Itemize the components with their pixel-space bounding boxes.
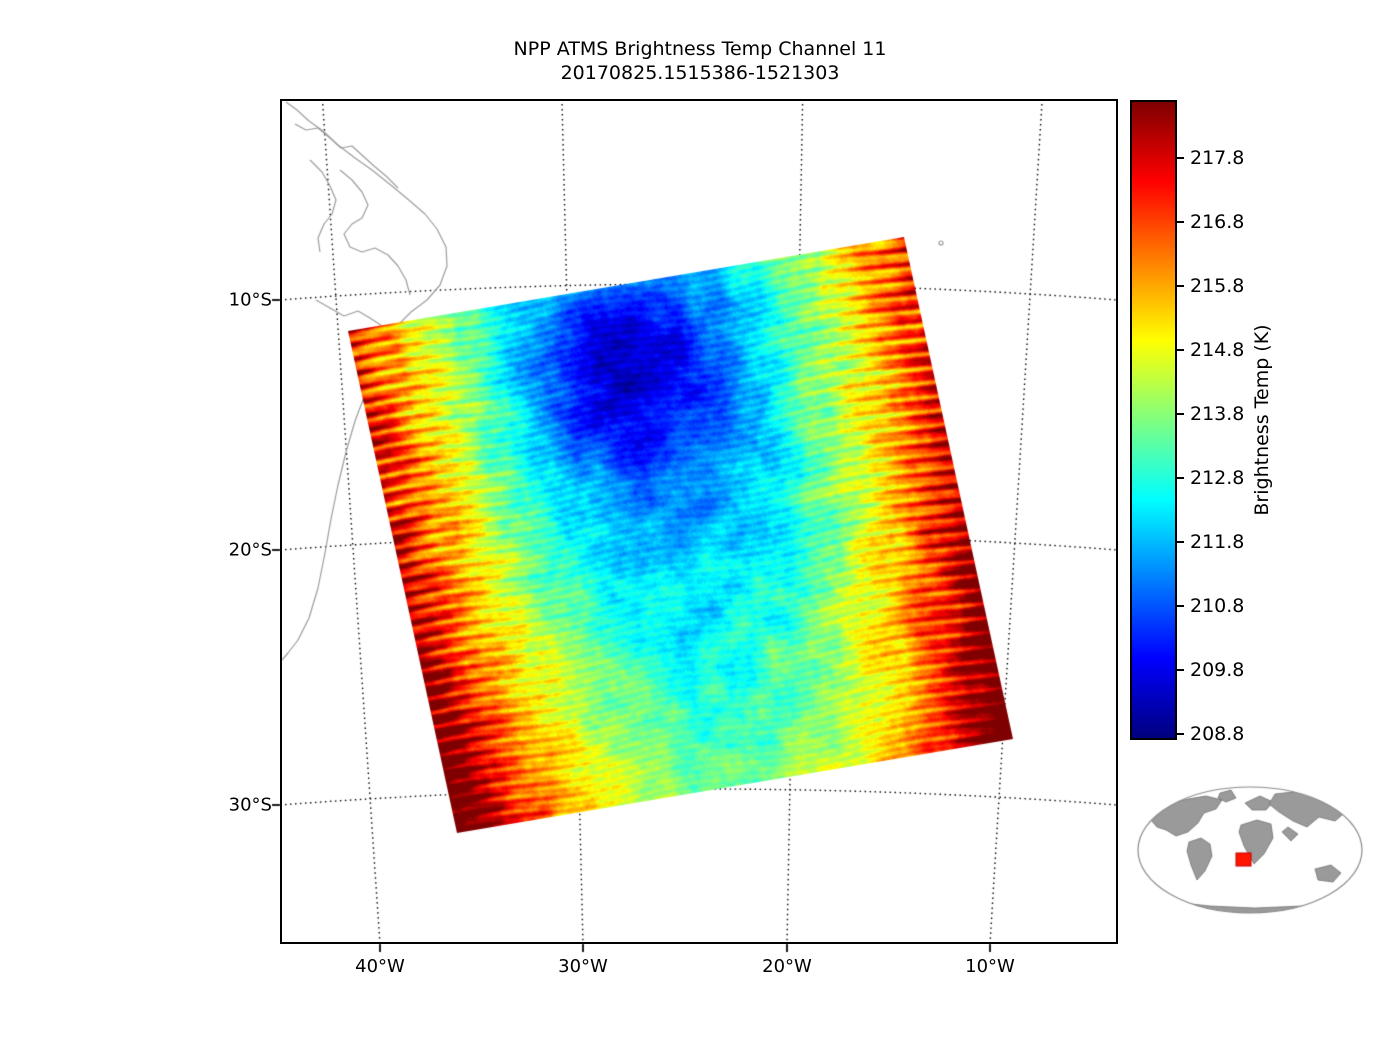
x-axis-tick-label: 20°W [762,956,812,977]
colorbar-axis-label: Brightness Temp (K) [1251,324,1273,516]
y-axis-tick-label: 30°S [228,794,272,816]
colorbar-tick-label: 213.8 [1190,402,1245,425]
colorbar-tick-mark [1177,156,1184,159]
colorbar-tick-mark [1177,732,1184,735]
colorbar-tick-label: 209.8 [1190,658,1245,681]
colorbar-tick-mark [1177,348,1184,351]
figure-subtitle: 20170825.1515386-1521303 [560,62,840,84]
colorbar-tick-mark [1177,668,1184,671]
colorbar-tick-mark [1177,220,1184,223]
y-axis-tick-label: 20°S [228,539,272,561]
colorbar-tick-mark [1177,412,1184,415]
colorbar-gradient [1132,102,1175,738]
colorbar-tick-label: 208.8 [1190,722,1245,745]
colorbar-tick-label: 212.8 [1190,466,1245,489]
colorbar-tick-mark [1177,284,1184,287]
colorbar-tick-label: 214.8 [1190,338,1245,361]
colorbar-tick-mark [1177,476,1184,479]
colorbar-tick-label: 217.8 [1190,146,1245,169]
figure-title: NPP ATMS Brightness Temp Channel 11 [513,38,887,60]
colorbar-tick-label: 216.8 [1190,210,1245,233]
map-axes-border [280,99,1118,944]
x-axis-tick-label: 30°W [558,956,608,977]
y-axis-tick-label: 10°S [228,289,272,311]
x-axis-tick-label: 10°W [965,956,1015,977]
colorbar-tick-label: 211.8 [1190,530,1245,553]
colorbar-tick-mark [1177,604,1184,607]
x-axis-tick-label: 40°W [355,956,405,977]
colorbar-tick-label: 210.8 [1190,594,1245,617]
colorbar-tick-mark [1177,540,1184,543]
colorbar [1130,100,1177,740]
colorbar-tick-label: 215.8 [1190,274,1245,297]
